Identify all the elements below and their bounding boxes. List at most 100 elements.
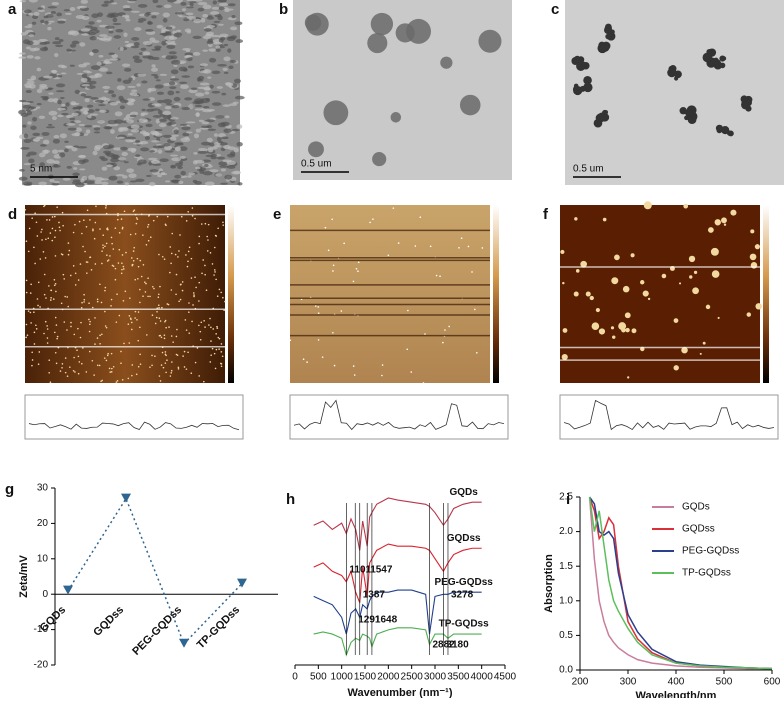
texture <box>170 179 180 183</box>
color-scale <box>763 205 769 383</box>
afm-dot <box>153 287 155 290</box>
afm-dot <box>185 254 187 256</box>
afm-dot <box>85 261 88 263</box>
texture <box>149 37 156 42</box>
afm-dot <box>164 362 167 364</box>
afm-dot <box>151 364 153 367</box>
afm-dot <box>135 373 138 376</box>
texture <box>201 125 210 129</box>
texture <box>217 23 224 26</box>
afm-dot <box>201 272 203 275</box>
texture <box>39 47 49 52</box>
afm-dot <box>474 308 476 311</box>
texture <box>131 37 140 41</box>
texture <box>19 0 27 3</box>
texture <box>211 102 222 106</box>
texture <box>71 112 79 117</box>
texture <box>57 114 64 118</box>
texture <box>31 21 37 25</box>
afm-dot <box>64 371 67 374</box>
afm-dot <box>424 333 426 335</box>
afm-dot <box>678 282 682 285</box>
afm-dot <box>221 355 224 358</box>
afm-dot <box>216 325 218 328</box>
profile-line <box>293 399 505 431</box>
afm-dot <box>204 326 206 328</box>
afm-dot <box>81 362 83 365</box>
afm-dot <box>688 255 696 263</box>
texture <box>220 121 230 127</box>
texture <box>145 123 153 128</box>
afm-dot <box>198 235 201 238</box>
afm-dot <box>83 219 85 222</box>
afm-dot <box>711 270 720 278</box>
texture <box>181 75 191 78</box>
afm-dot <box>179 234 181 236</box>
afm-dot <box>111 264 114 267</box>
texture <box>142 51 151 56</box>
afm-dot <box>82 347 84 349</box>
texture <box>201 121 210 125</box>
texture <box>33 11 40 17</box>
afm-dot <box>101 379 103 382</box>
texture <box>142 55 152 59</box>
afm-dot <box>357 270 359 273</box>
cluster <box>719 62 726 69</box>
texture <box>134 154 141 158</box>
texture <box>157 109 163 115</box>
texture <box>156 5 163 8</box>
afm-dot <box>31 351 33 354</box>
afm-dot <box>116 218 119 221</box>
afm-dot <box>714 219 721 226</box>
afm-dot <box>194 361 197 364</box>
afm-dot <box>137 339 140 342</box>
afm-dot <box>170 372 173 374</box>
afm-dot <box>458 247 460 249</box>
texture <box>118 157 127 161</box>
texture <box>215 173 222 177</box>
afm-dot <box>160 336 163 339</box>
texture <box>149 150 155 153</box>
afm-dot <box>54 236 56 239</box>
texture <box>187 65 195 69</box>
afm-dot <box>100 380 102 383</box>
texture <box>22 124 27 128</box>
y-tick-label: 10 <box>37 553 49 564</box>
texture <box>133 27 142 32</box>
texture <box>115 174 125 177</box>
y-tick-label: -20 <box>34 660 49 671</box>
texture <box>61 65 67 69</box>
afm-dot <box>561 353 568 361</box>
afm-dot <box>419 216 422 219</box>
afm-dot <box>121 254 124 256</box>
texture <box>116 180 124 184</box>
texture <box>38 152 46 158</box>
texture <box>162 18 168 23</box>
afm-dot <box>467 245 470 248</box>
afm-dot <box>46 328 49 330</box>
afm-dot <box>159 380 162 382</box>
afm-dot <box>643 201 652 210</box>
afm-dot <box>332 264 335 267</box>
texture <box>133 42 140 47</box>
x-tick-label: 4500 <box>494 672 517 683</box>
texture <box>156 91 165 95</box>
afm-dot <box>62 224 64 227</box>
afm-dot <box>179 298 182 301</box>
texture <box>114 111 123 117</box>
afm-dot <box>717 316 720 320</box>
texture <box>94 180 103 185</box>
afm-dot <box>324 226 327 229</box>
texture <box>193 18 202 24</box>
annotation: 2882 <box>432 640 455 651</box>
afm-dot <box>45 238 47 241</box>
afm-dot <box>112 265 115 268</box>
afm-dot <box>199 330 202 333</box>
afm-dot <box>163 258 166 260</box>
texture <box>45 126 56 129</box>
afm-dot <box>203 319 205 322</box>
afm-dot <box>194 217 196 220</box>
afm-dot <box>193 294 195 296</box>
afm-dot <box>754 244 760 250</box>
afm-dot <box>44 320 47 323</box>
